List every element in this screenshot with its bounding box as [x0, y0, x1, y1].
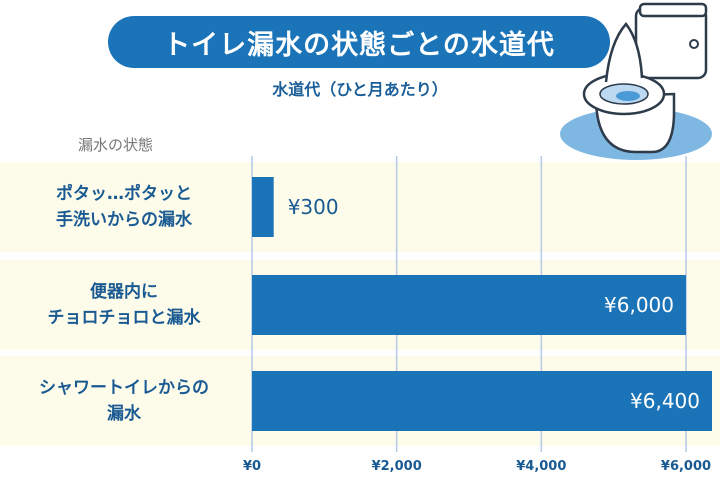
category-label-drip-leak: ポタッ…ポタッと 手洗いからの漏水 [56, 183, 192, 230]
row-background [0, 162, 720, 252]
category-axis-header: 漏水の状態 [78, 136, 154, 154]
category-label-shower-toilet-leak: シャワートイレからの 漏水 [39, 377, 209, 424]
x-tick-label: ¥0 [243, 459, 261, 474]
toilet-icon [560, 2, 712, 160]
x-tick-label: ¥2,000 [372, 459, 422, 474]
bar [252, 177, 274, 237]
chart-title: トイレ漏水の状態ごとの水道代 [108, 16, 610, 68]
bar [252, 371, 712, 431]
x-tick-label: ¥4,000 [516, 459, 566, 474]
bar-data-label: ¥300 [288, 195, 339, 219]
category-label-bowl-trickle: 便器内に チョロチョロと漏水 [47, 281, 201, 328]
bar-data-label: ¥6,000 [604, 293, 674, 317]
bar-data-label: ¥6,400 [630, 389, 700, 413]
chart-subtitle: 水道代（ひと月あたり） [272, 80, 448, 99]
bar [252, 275, 686, 335]
x-tick-label: ¥6,000 [661, 459, 711, 474]
